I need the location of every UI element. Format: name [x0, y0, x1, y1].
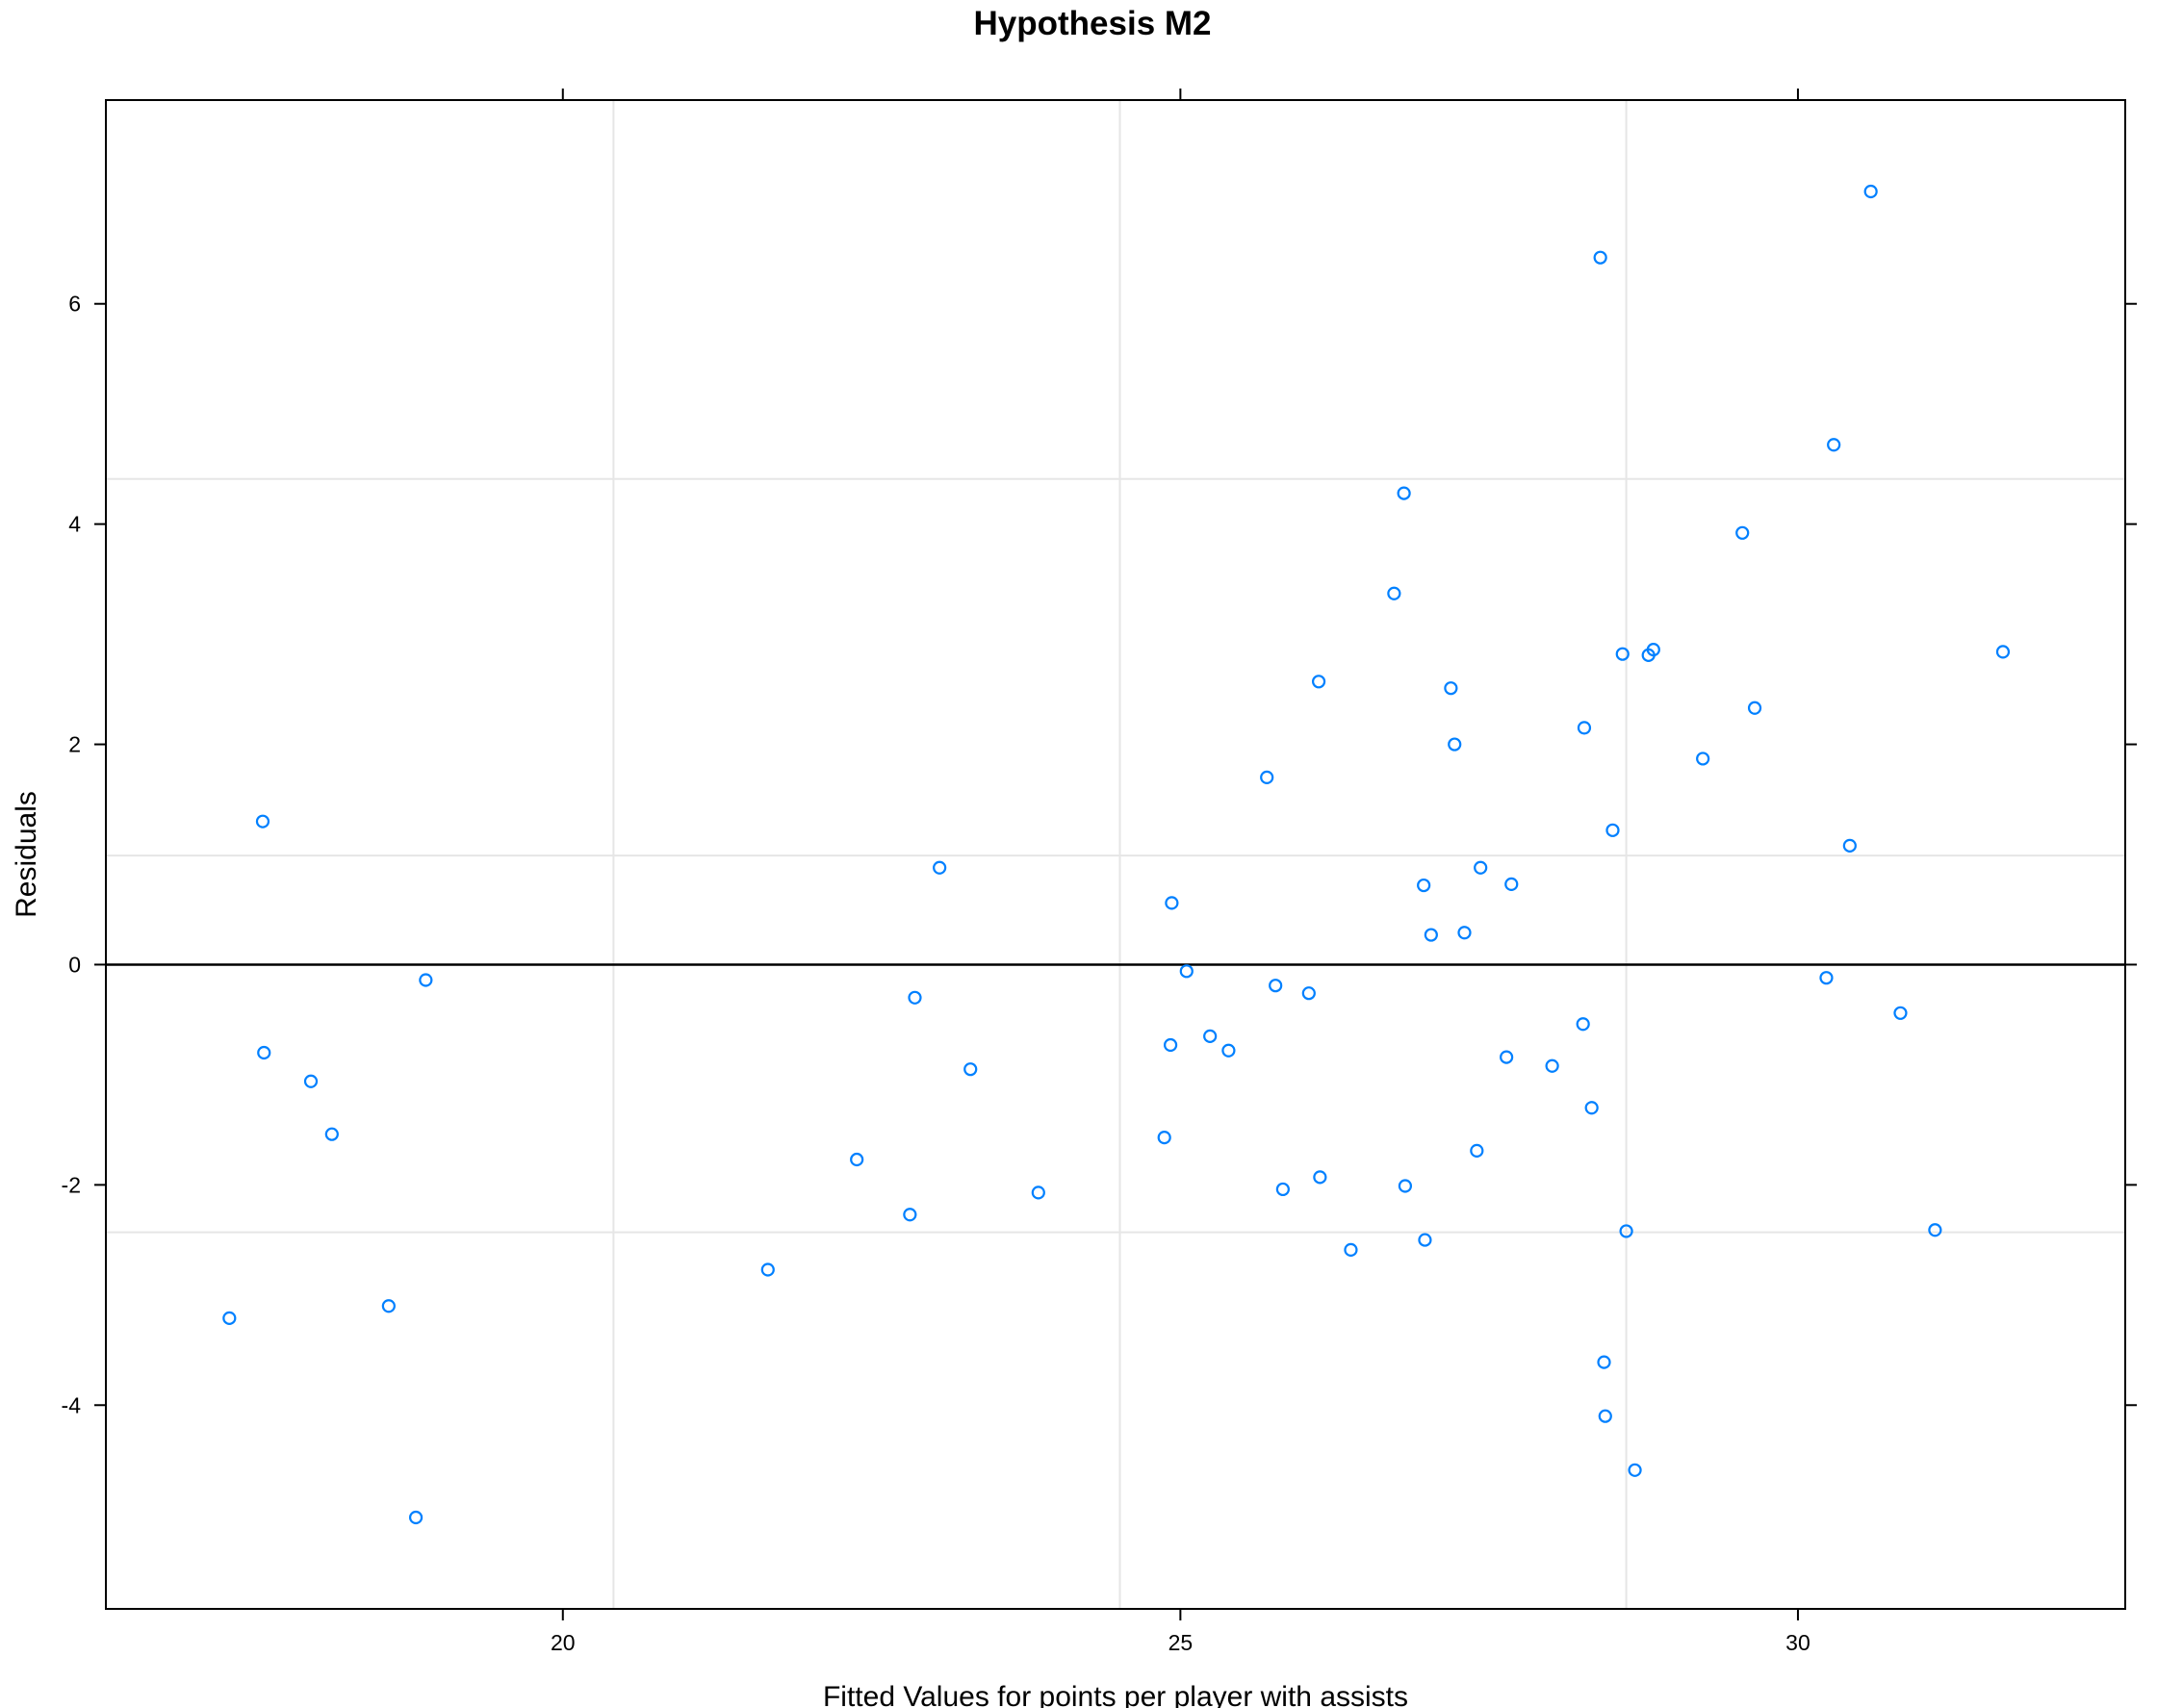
residual-point: [1928, 1223, 1942, 1237]
residual-point: [1418, 1233, 1432, 1247]
residual-point: [1417, 878, 1431, 893]
residual-point: [1735, 525, 1750, 540]
y-tick-label: 2: [68, 732, 81, 757]
residual-point: [1598, 1409, 1612, 1423]
residual-point: [408, 1510, 424, 1525]
residual-point: [1221, 1043, 1236, 1058]
residual-point: [1842, 838, 1857, 853]
residual-point: [1576, 1017, 1590, 1032]
residual-point: [1605, 823, 1620, 837]
residual-point: [1597, 1355, 1611, 1369]
residual-point: [1164, 1037, 1178, 1053]
y-axis-label: Residuals: [11, 791, 42, 918]
residual-point: [1893, 1006, 1908, 1020]
y-tick-label: -2: [62, 1172, 81, 1197]
residual-point: [303, 1074, 319, 1088]
y-tick-label: 0: [68, 952, 81, 977]
residual-point: [419, 973, 433, 987]
residual-point: [760, 1262, 775, 1277]
residual-point: [1863, 184, 1878, 199]
residual-point: [1995, 645, 2011, 659]
x-tick-label: 25: [1168, 1630, 1194, 1655]
residual-point: [1545, 1058, 1559, 1073]
residual-point: [1387, 586, 1401, 600]
residual-point: [903, 1208, 917, 1222]
residual-point: [1157, 1131, 1171, 1145]
ticks-layer: 20 25 30 -4 -2 0 2 4 6: [62, 89, 2137, 1655]
residual-point: [1203, 1029, 1218, 1043]
residual-point: [1275, 1182, 1290, 1197]
residual-point: [1424, 928, 1438, 942]
residual-point: [1444, 681, 1458, 696]
plot-frame: [105, 99, 2126, 1610]
y-tick-label: 6: [68, 292, 81, 317]
residual-point: [908, 990, 922, 1005]
residual-point: [255, 814, 270, 829]
residual-point: [1165, 896, 1179, 910]
y-tick-label: -4: [62, 1392, 82, 1417]
residual-point: [1577, 721, 1592, 735]
residual-point: [1628, 1463, 1642, 1477]
residual-point: [933, 860, 947, 875]
residual-point: [1696, 752, 1710, 766]
residual-point: [1457, 926, 1472, 940]
y-tick-label: 4: [68, 512, 81, 537]
residual-point: [850, 1152, 864, 1167]
x-axis-label: Fitted Values for points per player with…: [823, 1681, 1408, 1708]
grid-layer: [106, 100, 2125, 1609]
residual-point: [1448, 737, 1462, 752]
residual-point: [1500, 1050, 1514, 1064]
residual-point: [381, 1299, 396, 1313]
chart-title: Hypothesis M2: [974, 5, 1212, 42]
residual-point: [1646, 643, 1660, 657]
residual-point: [1474, 860, 1488, 875]
residual-point: [1031, 1185, 1045, 1200]
residual-point: [1619, 1224, 1633, 1238]
residual-point: [1584, 1101, 1599, 1115]
residual-point: [963, 1062, 978, 1077]
residual-point: [257, 1045, 271, 1060]
residual-point: [1397, 486, 1411, 500]
residual-point: [222, 1311, 237, 1325]
residual-point: [1615, 647, 1630, 661]
points-layer: [222, 184, 2011, 1525]
residual-point: [1269, 979, 1283, 993]
residual-point: [1260, 770, 1274, 784]
residual-point: [1344, 1242, 1358, 1257]
residual-point: [1313, 1170, 1327, 1185]
residual-point: [1819, 971, 1834, 985]
x-tick-label: 20: [551, 1630, 576, 1655]
residual-point: [1470, 1143, 1484, 1158]
residual-point: [324, 1127, 339, 1141]
residual-point: [1504, 877, 1519, 892]
residual-point: [1593, 250, 1607, 265]
residual-point: [1311, 675, 1326, 689]
residual-point: [1398, 1179, 1413, 1193]
residual-point: [1747, 701, 1762, 715]
residual-point: [1179, 964, 1194, 979]
x-tick-label: 30: [1785, 1630, 1810, 1655]
residual-point: [1301, 986, 1316, 1001]
residual-point: [1827, 438, 1841, 452]
